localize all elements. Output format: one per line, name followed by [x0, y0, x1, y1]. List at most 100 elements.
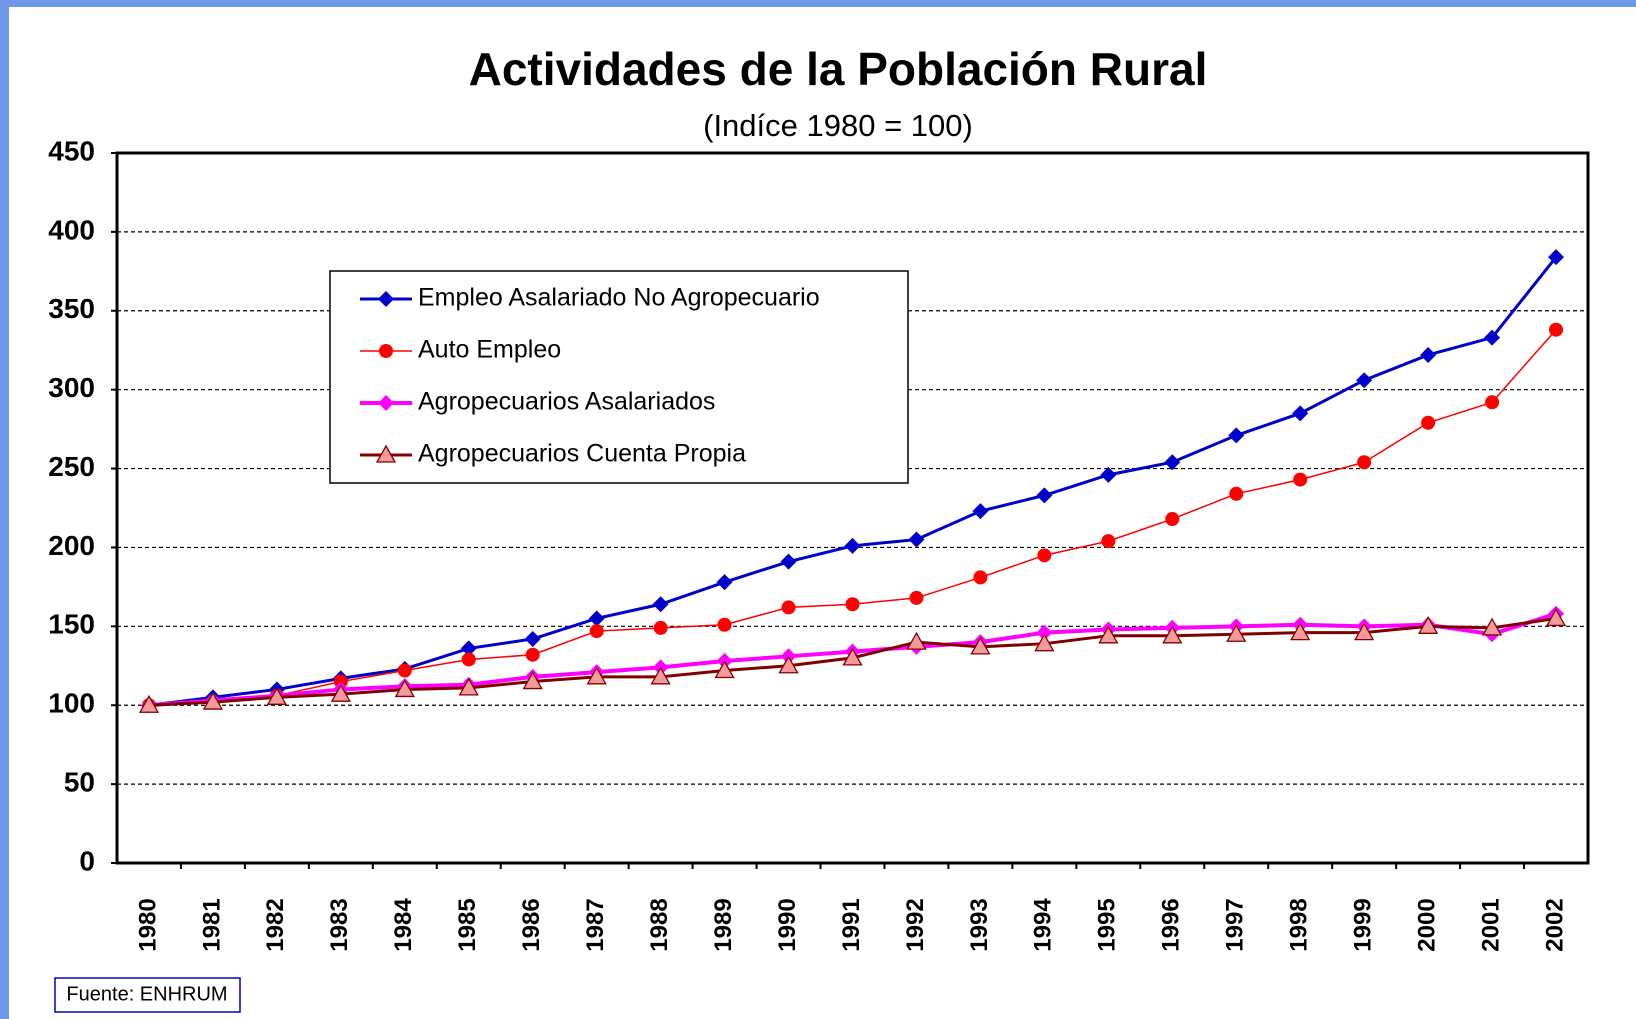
point [780, 553, 797, 570]
point [202, 691, 224, 710]
legend-box [329, 270, 909, 484]
legend-label: Agropecuarios Asalariados [418, 388, 715, 416]
point [588, 610, 605, 627]
point [973, 570, 988, 585]
legend-marker [379, 344, 393, 358]
x-tick-label: 2001 [1477, 898, 1504, 951]
point [650, 666, 671, 685]
legend-marker [375, 444, 397, 463]
point [524, 630, 541, 647]
point [589, 624, 604, 639]
point [1034, 633, 1055, 652]
point [330, 683, 351, 702]
point [1484, 329, 1501, 346]
point [1481, 617, 1503, 636]
x-tick-label: 1981 [198, 898, 225, 951]
legend-label: Empleo Asalariado No Agropecuario [418, 284, 820, 312]
y-tick-label: 300 [48, 372, 95, 403]
point [1292, 405, 1309, 422]
point [652, 596, 669, 613]
point [1548, 249, 1565, 266]
x-tick-label: 1992 [902, 898, 929, 951]
point [586, 666, 607, 685]
x-tick-label: 1994 [1030, 898, 1057, 952]
legend-label: Agropecuarios Cuenta Propia [418, 440, 746, 468]
y-tick-label: 50 [64, 767, 95, 798]
point [1417, 616, 1439, 634]
chart-subtitle: (Indíce 1980 = 100) [703, 108, 973, 143]
point [716, 574, 733, 591]
y-tick-label: 0 [79, 845, 95, 876]
point [1420, 346, 1437, 363]
point [1549, 322, 1564, 337]
x-tick-label: 1996 [1158, 898, 1185, 951]
point [1354, 622, 1375, 641]
point [845, 597, 860, 612]
point [1162, 625, 1183, 644]
point [844, 537, 861, 554]
point [1101, 534, 1116, 549]
legend-marker [378, 395, 394, 411]
y-tick-label: 150 [48, 609, 95, 640]
point [458, 677, 479, 696]
point [1421, 415, 1436, 430]
point [522, 671, 543, 690]
point [525, 647, 540, 662]
x-tick-label: 1999 [1349, 898, 1376, 951]
point [1036, 487, 1053, 504]
point [781, 600, 796, 615]
x-tick-label: 1984 [390, 898, 417, 952]
legend-marker [378, 291, 394, 307]
point [842, 647, 863, 666]
frame-top [0, 0, 1636, 7]
x-tick-label: 1997 [1222, 898, 1249, 951]
point [138, 694, 160, 713]
point [394, 679, 415, 698]
point [1226, 623, 1247, 642]
x-tick-label: 2002 [1541, 898, 1568, 951]
legend-label: Auto Empleo [418, 336, 561, 364]
point [1100, 466, 1117, 483]
point [1356, 372, 1373, 389]
point [906, 631, 927, 650]
y-tick-label: 400 [48, 214, 95, 245]
point [460, 640, 477, 657]
point [717, 617, 732, 632]
point [1293, 472, 1308, 487]
x-tick-label: 1986 [518, 898, 545, 951]
point [1037, 548, 1052, 563]
point [909, 590, 924, 605]
x-tick-label: 1980 [134, 898, 161, 951]
point [1357, 455, 1372, 470]
point [970, 636, 991, 655]
x-tick-label: 2000 [1413, 898, 1440, 951]
point [1290, 622, 1311, 641]
x-tick-label: 1998 [1286, 898, 1313, 951]
x-tick-label: 1995 [1094, 898, 1121, 951]
y-tick-label: 250 [48, 451, 95, 482]
point [1164, 454, 1181, 471]
x-tick-label: 1991 [838, 898, 865, 951]
y-tick-label: 100 [48, 688, 95, 719]
x-tick-label: 1988 [646, 898, 673, 951]
x-tick-label: 1982 [262, 898, 289, 951]
point [461, 652, 476, 667]
x-tick-label: 1993 [966, 898, 993, 951]
source-box [54, 977, 241, 1013]
point [1545, 608, 1567, 627]
source: Fuente: ENHRUM [66, 983, 227, 1005]
y-tick-label: 200 [48, 530, 95, 561]
frame-left [0, 0, 9, 1019]
y-tick-label: 350 [48, 293, 95, 324]
point [1485, 395, 1500, 410]
point [266, 687, 288, 705]
chart-title: Actividades de la Población Rural [469, 43, 1208, 95]
point [653, 620, 668, 635]
point [1229, 486, 1244, 501]
point [1098, 625, 1119, 644]
plot-area [115, 151, 1590, 865]
point [1165, 512, 1180, 527]
x-tick-label: 1985 [454, 898, 481, 951]
x-tick-label: 1983 [326, 898, 353, 951]
